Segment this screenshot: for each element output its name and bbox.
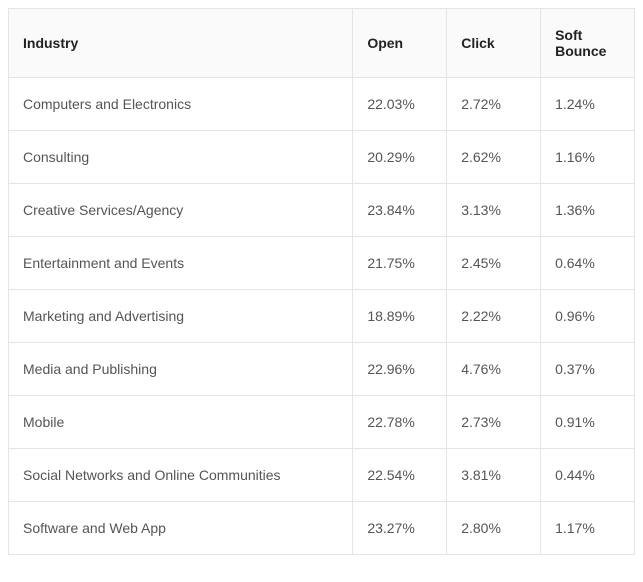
cell-click: 2.62% <box>447 131 541 184</box>
cell-open: 22.54% <box>353 449 447 502</box>
cell-click: 3.81% <box>447 449 541 502</box>
cell-industry: Software and Web App <box>9 502 353 555</box>
cell-click: 4.76% <box>447 343 541 396</box>
cell-click: 2.80% <box>447 502 541 555</box>
table-header-row: Industry Open Click Soft Bounce <box>9 9 635 78</box>
cell-open: 22.78% <box>353 396 447 449</box>
cell-click: 2.22% <box>447 290 541 343</box>
table-row: Creative Services/Agency 23.84% 3.13% 1.… <box>9 184 635 237</box>
col-header-click: Click <box>447 9 541 78</box>
table-row: Media and Publishing 22.96% 4.76% 0.37% <box>9 343 635 396</box>
cell-open: 23.84% <box>353 184 447 237</box>
cell-open: 21.75% <box>353 237 447 290</box>
table-row: Social Networks and Online Communities 2… <box>9 449 635 502</box>
cell-open: 22.03% <box>353 78 447 131</box>
cell-soft-bounce: 0.96% <box>541 290 635 343</box>
table-header: Industry Open Click Soft Bounce <box>9 9 635 78</box>
cell-soft-bounce: 1.17% <box>541 502 635 555</box>
cell-click: 3.13% <box>447 184 541 237</box>
cell-soft-bounce: 0.64% <box>541 237 635 290</box>
cell-industry: Entertainment and Events <box>9 237 353 290</box>
cell-open: 18.89% <box>353 290 447 343</box>
cell-soft-bounce: 1.36% <box>541 184 635 237</box>
cell-industry: Mobile <box>9 396 353 449</box>
table-row: Entertainment and Events 21.75% 2.45% 0.… <box>9 237 635 290</box>
table-row: Consulting 20.29% 2.62% 1.16% <box>9 131 635 184</box>
cell-click: 2.45% <box>447 237 541 290</box>
cell-industry: Social Networks and Online Communities <box>9 449 353 502</box>
table-row: Marketing and Advertising 18.89% 2.22% 0… <box>9 290 635 343</box>
cell-industry: Consulting <box>9 131 353 184</box>
col-header-soft-bounce: Soft Bounce <box>541 9 635 78</box>
table-row: Computers and Electronics 22.03% 2.72% 1… <box>9 78 635 131</box>
col-header-open: Open <box>353 9 447 78</box>
cell-click: 2.73% <box>447 396 541 449</box>
table-row: Mobile 22.78% 2.73% 0.91% <box>9 396 635 449</box>
cell-open: 22.96% <box>353 343 447 396</box>
cell-open: 20.29% <box>353 131 447 184</box>
cell-soft-bounce: 0.91% <box>541 396 635 449</box>
cell-industry: Computers and Electronics <box>9 78 353 131</box>
table-body: Computers and Electronics 22.03% 2.72% 1… <box>9 78 635 555</box>
industry-metrics-table: Industry Open Click Soft Bounce Computer… <box>8 8 635 555</box>
cell-open: 23.27% <box>353 502 447 555</box>
col-header-industry: Industry <box>9 9 353 78</box>
cell-soft-bounce: 1.24% <box>541 78 635 131</box>
cell-industry: Media and Publishing <box>9 343 353 396</box>
cell-soft-bounce: 0.44% <box>541 449 635 502</box>
cell-industry: Marketing and Advertising <box>9 290 353 343</box>
cell-industry: Creative Services/Agency <box>9 184 353 237</box>
cell-click: 2.72% <box>447 78 541 131</box>
table-row: Software and Web App 23.27% 2.80% 1.17% <box>9 502 635 555</box>
cell-soft-bounce: 1.16% <box>541 131 635 184</box>
cell-soft-bounce: 0.37% <box>541 343 635 396</box>
